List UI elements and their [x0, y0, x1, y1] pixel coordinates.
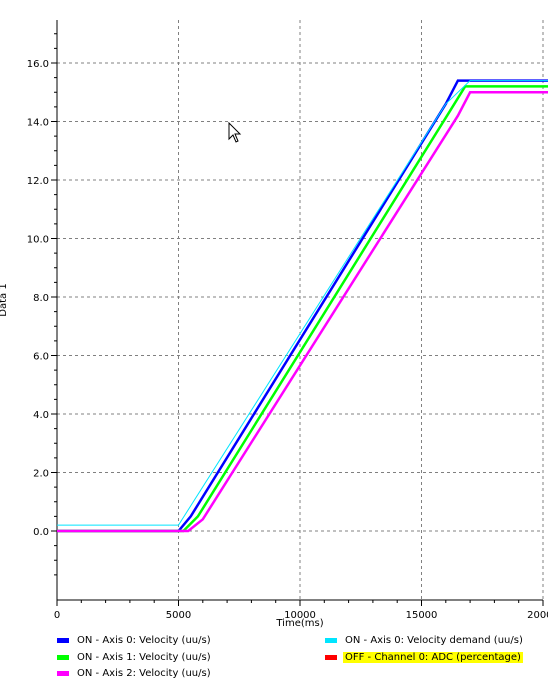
legend-label: ON - Axis 0: Velocity (uu/s): [77, 634, 211, 646]
legend-item-axis1-velocity[interactable]: ON - Axis 1: Velocity (uu/s): [57, 650, 213, 664]
legend-label: ON - Axis 0: Velocity demand (uu/s): [345, 634, 523, 646]
grid: [57, 20, 544, 600]
legend-swatch: [57, 670, 69, 676]
velocity-chart: 0.0 2.0 4.0 6.0 8.0 10.0 12.0 14.0 16.0 0 5000 1000…: [0, 20, 548, 629]
y-tick-label: 10.0: [27, 235, 49, 246]
legend-item-axis0-velocity[interactable]: ON - Axis 0: Velocity (uu/s): [57, 633, 213, 647]
legend-swatch: [57, 637, 69, 643]
x-axis-label: Time(ms): [275, 618, 323, 629]
y-tick-label: 8.0: [33, 293, 49, 304]
y-axis-label: Data 1: [0, 283, 9, 316]
y-tick-label: 12.0: [27, 176, 49, 187]
x-tick-label: 15000: [406, 610, 438, 621]
legend-swatch: [57, 654, 69, 660]
y-tick-label: 16.0: [27, 59, 49, 70]
series-line: [57, 80, 548, 526]
y-tick-label: 6.0: [33, 352, 49, 363]
series-line: [57, 79, 548, 533]
x-tick-label: 10000: [284, 610, 316, 621]
legend-label: ON - Axis 2: Velocity (uu/s): [77, 667, 211, 679]
legend-item-channel0-adc[interactable]: OFF - Channel 0: ADC (percentage): [325, 650, 523, 664]
legend-label: OFF - Channel 0: ADC (percentage): [343, 651, 523, 663]
y-tick-label: 2.0: [33, 469, 49, 480]
series-line: [57, 91, 548, 533]
y-tick-label: 14.0: [27, 118, 49, 129]
legend-swatch: [325, 637, 337, 643]
series-layer: [57, 79, 548, 533]
y-tick-label: 0.0: [33, 527, 49, 538]
x-tick-label: 5000: [166, 610, 191, 621]
legend-label: ON - Axis 1: Velocity (uu/s): [77, 651, 211, 663]
series-line: [57, 85, 548, 533]
axes: [51, 20, 544, 606]
x-tick-label: 0: [54, 610, 60, 621]
mouse-pointer-icon: [228, 122, 242, 143]
legend-swatch: [325, 654, 337, 660]
legend-item-axis2-velocity[interactable]: ON - Axis 2: Velocity (uu/s): [57, 666, 213, 680]
legend-item-axis0-velocity-demand[interactable]: ON - Axis 0: Velocity demand (uu/s): [325, 633, 525, 647]
x-tick-label: 20000: [527, 610, 548, 621]
tick-labels: 0.0 2.0 4.0 6.0 8.0 10.0 12.0 14.0 16.0 0 5000 1000…: [27, 59, 548, 621]
y-tick-label: 4.0: [33, 410, 49, 421]
